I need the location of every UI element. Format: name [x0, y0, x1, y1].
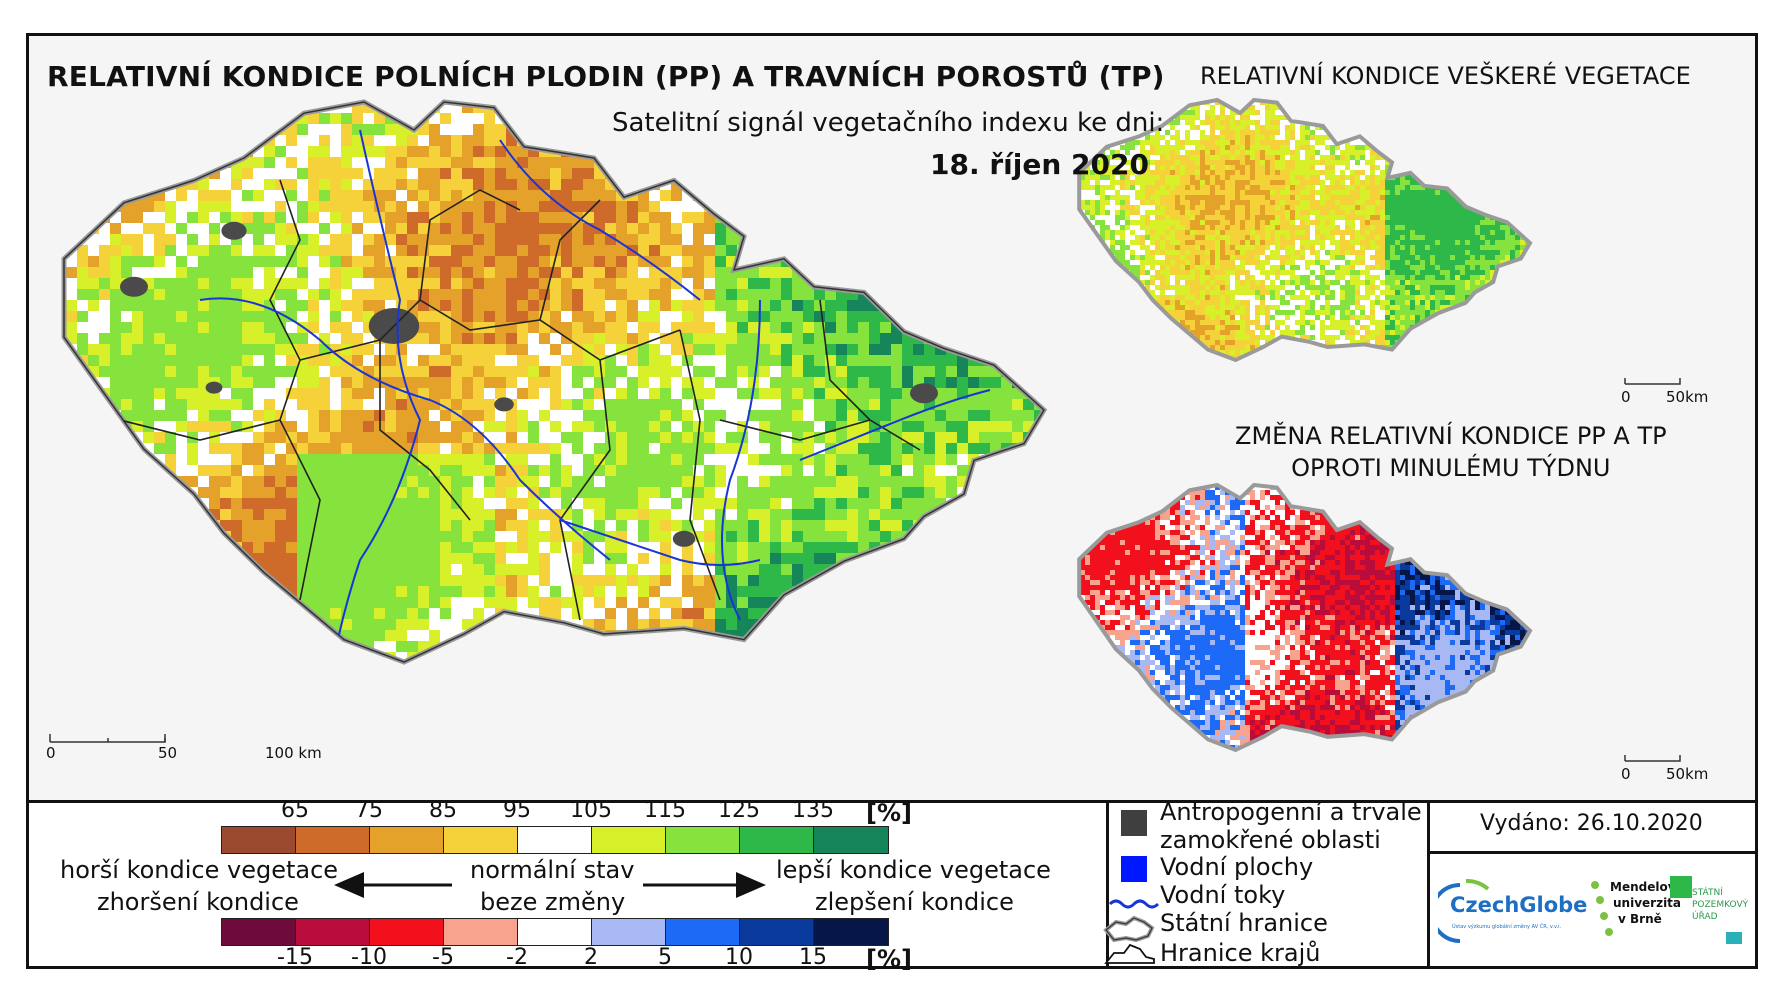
subtitle: Satelitní signál vegetačního indexu ke d… — [612, 108, 1165, 138]
better-label-1: lepší kondice vegetace — [776, 856, 1051, 884]
condition-swatch-3 — [444, 827, 518, 853]
mendel-line2: univerzita — [1613, 896, 1682, 910]
condition-swatch-7 — [740, 827, 814, 853]
main-scale-0: 0 — [46, 744, 56, 762]
condition-swatch-0 — [222, 827, 296, 853]
change-swatch-4 — [518, 919, 592, 945]
mendel-line1: Mendelova — [1610, 880, 1684, 894]
condition-swatch-2 — [370, 827, 444, 853]
legend-divider-1 — [1106, 800, 1109, 969]
water-bodies-label: Vodní plochy — [1160, 853, 1314, 881]
czechglobe-wordmark: CzechGlobe — [1450, 893, 1588, 917]
condition-swatch-6 — [666, 827, 740, 853]
condition-unit: [%] — [866, 799, 912, 827]
condition-swatch-1 — [296, 827, 370, 853]
main-scale-50: 50 — [158, 744, 178, 762]
main-scale-bar — [49, 734, 166, 743]
main-map-rivers — [199, 129, 991, 662]
vegetation-condition-map — [1079, 100, 1530, 360]
change-tick-4: 2 — [584, 945, 598, 970]
condition-swatch-4 — [518, 827, 592, 853]
change-tick-3: -2 — [506, 945, 528, 970]
change-swatch-7 — [740, 919, 814, 945]
change-map-title-line2: OPROTI MINULÉMU TÝDNU — [1291, 454, 1611, 482]
legend-divider-3 — [1427, 851, 1758, 854]
main-title: RELATIVNÍ KONDICE POLNÍCH PLODIN (PP) A … — [47, 60, 1165, 93]
change-tick-7: 15 — [799, 945, 827, 970]
condition-tick-4: 105 — [570, 798, 612, 823]
condition-tick-5: 115 — [644, 798, 686, 823]
change-color-scale — [221, 918, 889, 946]
main-scale-100: 100 km — [265, 744, 322, 762]
region-border-label: Hranice krajů — [1160, 939, 1321, 967]
condition-tick-3: 95 — [503, 798, 531, 823]
change-swatch-3 — [444, 919, 518, 945]
bottom-scale-50: 50km — [1666, 765, 1709, 783]
state-border-label: Státní hranice — [1160, 909, 1328, 937]
condition-tick-2: 85 — [429, 798, 457, 823]
condition-color-scale — [221, 826, 889, 854]
main-map-region-borders — [119, 179, 921, 621]
rivers-label: Vodní toky — [1160, 881, 1286, 909]
change-map-title: ZMĚNA RELATIVNÍ KONDICE PP A TP OPROTI M… — [1235, 420, 1667, 484]
change-condition-map — [1079, 485, 1530, 750]
mendel-university-logo: Mendelova univerzita v Brně — [1588, 876, 1684, 952]
worse-label-2: zhoršení kondice — [97, 888, 299, 916]
change-swatch-5 — [592, 919, 666, 945]
anthropogenic-label-2: zamokřené oblasti — [1160, 826, 1381, 854]
change-tick-1: -10 — [351, 945, 387, 970]
spu-logo: STÁTNÍ POZEMKOVÝ ÚŘAD — [1670, 876, 1750, 956]
top-scale-0: 0 — [1621, 388, 1631, 406]
change-swatch-1 — [296, 919, 370, 945]
issued-date: Vydáno: 26.10.2020 — [1480, 811, 1703, 836]
better-label-2: zlepšení kondice — [815, 888, 1014, 916]
mendel-line3: v Brně — [1618, 912, 1662, 926]
change-map-title-line1: ZMĚNA RELATIVNÍ KONDICE PP A TP — [1235, 422, 1667, 450]
normal-label-2: beze změny — [480, 888, 626, 916]
spu-line2: POZEMKOVÝ — [1692, 900, 1749, 910]
main-map-state-border-inner — [63, 101, 1045, 663]
top-scale-50: 50km — [1666, 388, 1709, 406]
spu-line1: STÁTNÍ — [1692, 888, 1723, 898]
bottom-scale-bar — [1624, 755, 1681, 762]
change-swatch-6 — [666, 919, 740, 945]
spu-line3: ÚŘAD — [1692, 912, 1718, 922]
change-map-state-border — [1077, 482, 1533, 753]
change-tick-0: -15 — [277, 945, 313, 970]
czechglobe-subtitle: Ústav výzkumu globální změny AV ČR, v.v.… — [1452, 924, 1562, 930]
vegetation-map-state-border — [1077, 97, 1533, 363]
condition-swatch-8 — [814, 827, 888, 853]
vegetation-map-title: RELATIVNÍ KONDICE VEŠKERÉ VEGETACE — [1200, 62, 1691, 90]
change-swatch-8 — [814, 919, 888, 945]
czechglobe-logo: CzechGlobe Ústav výzkumu globální změny … — [1438, 873, 1588, 953]
normal-label-1: normální stav — [470, 856, 635, 884]
change-tick-5: 5 — [658, 945, 672, 970]
change-tick-6: 10 — [725, 945, 753, 970]
change-swatch-0 — [222, 919, 296, 945]
condition-tick-1: 75 — [355, 798, 383, 823]
bottom-scale-0: 0 — [1621, 765, 1631, 783]
change-unit: [%] — [866, 945, 912, 973]
legend-panel — [26, 800, 1758, 969]
condition-tick-7: 135 — [792, 798, 834, 823]
condition-tick-6: 125 — [718, 798, 760, 823]
date-label: 18. říjen 2020 — [930, 148, 1149, 181]
change-tick-2: -5 — [432, 945, 454, 970]
condition-tick-0: 65 — [281, 798, 309, 823]
anthropogenic-label: Antropogenní a trvale — [1160, 798, 1422, 826]
condition-swatch-5 — [592, 827, 666, 853]
change-swatch-2 — [370, 919, 444, 945]
main-condition-map — [64, 102, 1044, 662]
legend-divider-2 — [1427, 800, 1430, 969]
top-scale-bar — [1624, 378, 1681, 385]
worse-label-1: horší kondice vegetace — [60, 856, 339, 884]
